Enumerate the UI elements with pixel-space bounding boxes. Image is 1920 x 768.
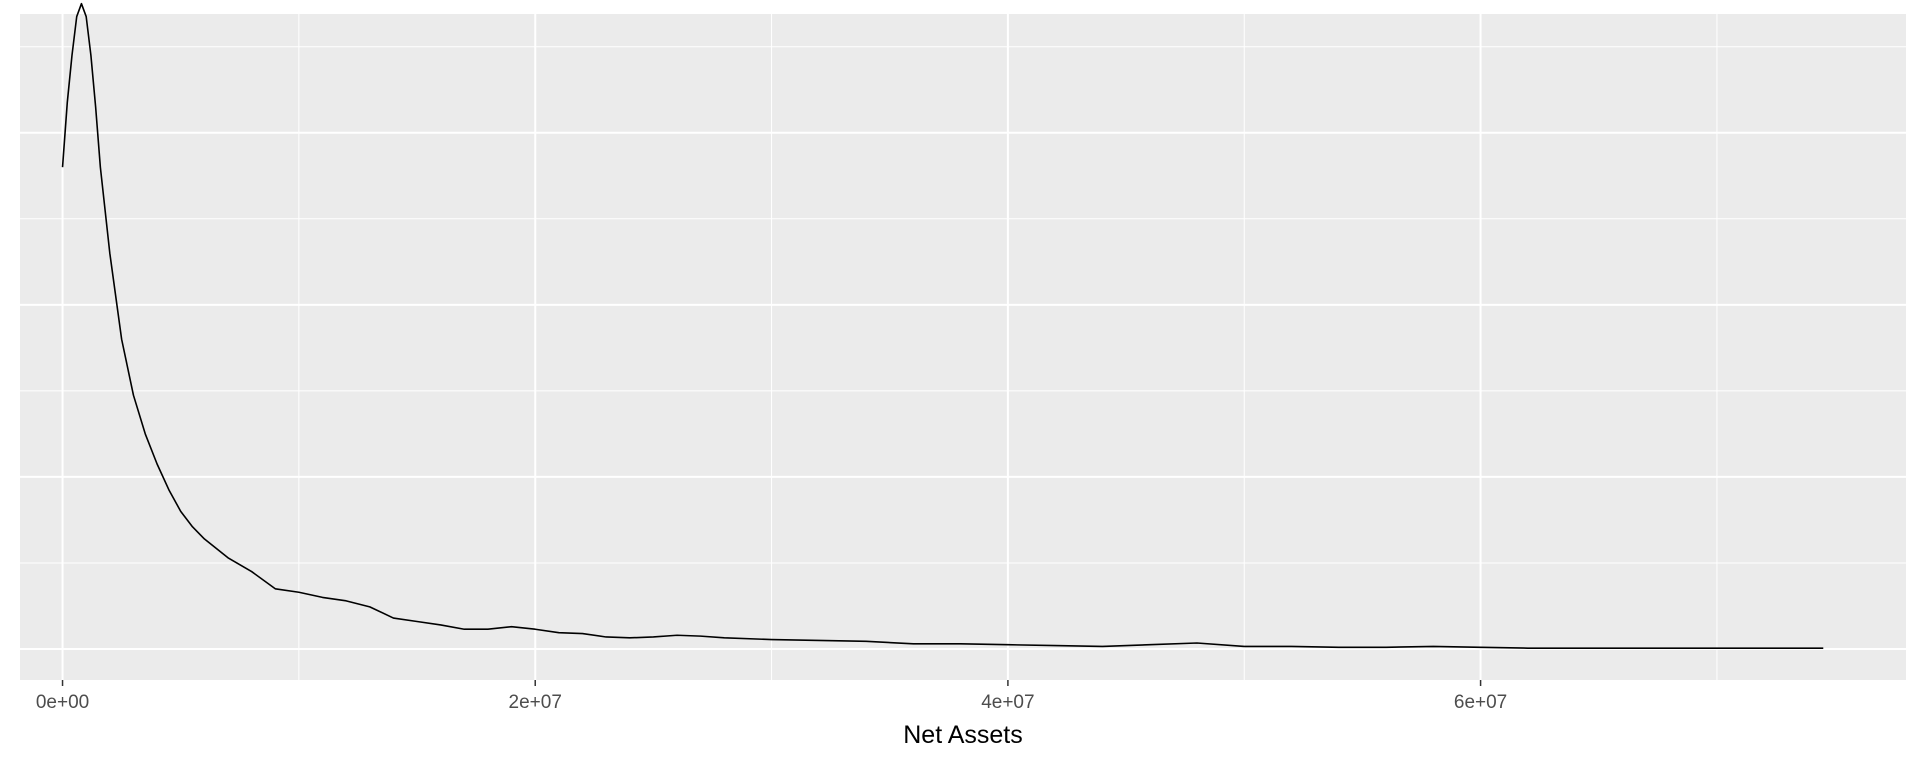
x-axis-tick-label: 2e+07 (509, 692, 562, 713)
x-axis-title: Net Assets (903, 721, 1023, 749)
x-axis-ticks (61, 680, 1482, 686)
plot-panel (20, 14, 1906, 680)
x-axis-tick-label: 4e+07 (981, 692, 1034, 713)
x-axis-tick-label: 6e+07 (1454, 692, 1507, 713)
major-gridlines (20, 14, 1906, 680)
x-axis-tick-labels: 0e+00 2e+07 4e+07 6e+07 (36, 692, 1507, 713)
x-axis-tick-label: 0e+00 (36, 692, 89, 713)
density-line (61, 2, 1824, 649)
minor-gridlines (20, 14, 1906, 680)
